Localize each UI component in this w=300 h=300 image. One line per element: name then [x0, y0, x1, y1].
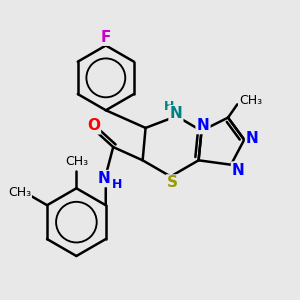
Text: CH₃: CH₃: [239, 94, 262, 107]
Text: O: O: [87, 118, 100, 134]
Text: N: N: [246, 131, 259, 146]
Text: S: S: [167, 176, 178, 190]
Text: H: H: [164, 100, 174, 113]
Text: F: F: [100, 30, 111, 45]
Text: H: H: [112, 178, 122, 191]
Text: N: N: [232, 163, 245, 178]
Text: N: N: [98, 171, 111, 186]
Text: CH₃: CH₃: [8, 186, 31, 199]
Text: CH₃: CH₃: [65, 155, 88, 168]
Text: N: N: [169, 106, 182, 121]
Text: N: N: [196, 118, 209, 133]
